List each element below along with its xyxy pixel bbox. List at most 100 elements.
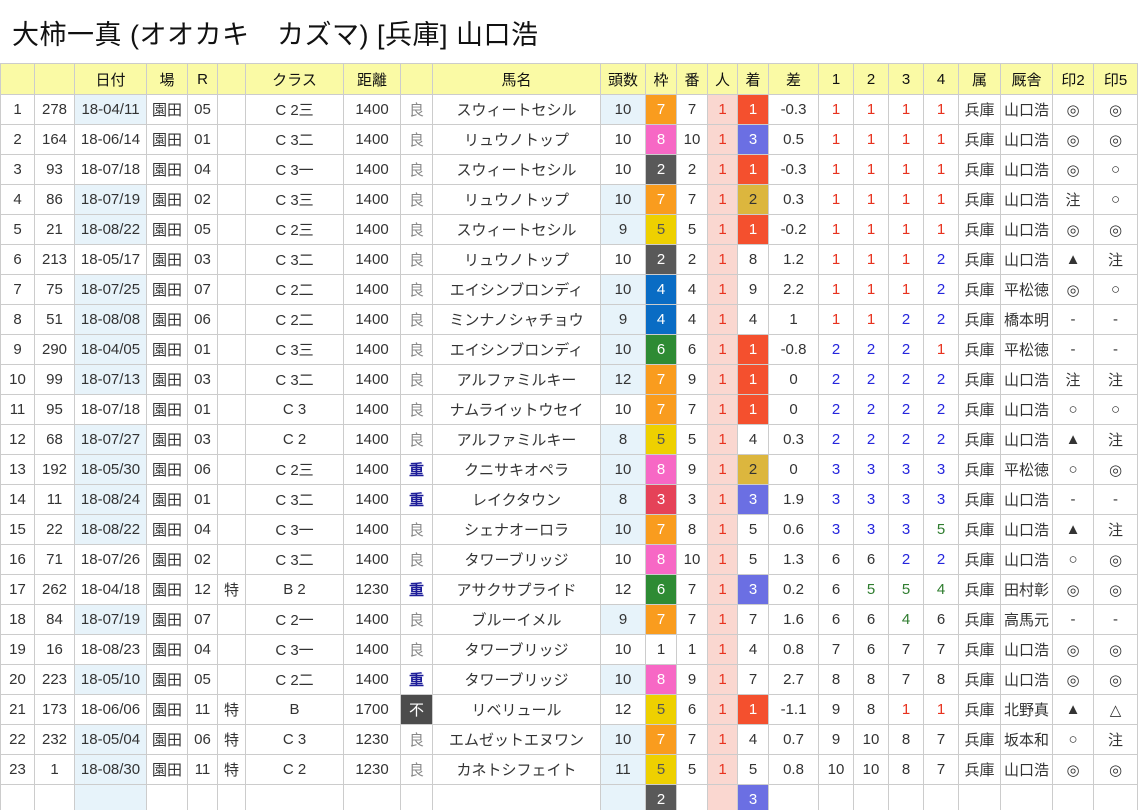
cell-finish-position: 2	[737, 454, 769, 485]
cell-class: C 2三	[245, 454, 344, 485]
cell-race-number: 02	[187, 184, 218, 215]
cell-mark5	[1093, 784, 1138, 810]
cell-entry-number: 223	[34, 664, 75, 695]
cell-special-flag	[217, 514, 246, 545]
cell-special-flag	[217, 124, 246, 155]
cell-corner-2: 1	[853, 214, 889, 245]
cell-corner-3: 4	[888, 604, 924, 635]
cell-distance: 1400	[343, 454, 401, 485]
cell-venue: 園田	[146, 514, 188, 545]
cell-margin: 2.7	[768, 664, 819, 695]
cell-entry-number: 71	[34, 544, 75, 575]
cell-finish-position: 4	[737, 634, 769, 665]
cell-class: C 3一	[245, 634, 344, 665]
column-header: 厩舎	[1000, 63, 1053, 95]
cell-venue: 園田	[146, 334, 188, 365]
cell-venue: 園田	[146, 364, 188, 395]
cell-entry-number: 11	[34, 484, 75, 515]
cell-distance: 1400	[343, 184, 401, 215]
cell-date: 18-07/19	[74, 604, 147, 635]
cell-horse-name: カネトシフェイト	[432, 754, 601, 785]
cell-entry-number: 278	[34, 94, 75, 125]
cell-affiliation: 兵庫	[958, 484, 1001, 515]
cell-horse-number: 7	[676, 184, 708, 215]
cell-class: C 3三	[245, 184, 344, 215]
cell-date: 18-08/22	[74, 214, 147, 245]
cell-corner-2: 2	[853, 334, 889, 365]
cell-affiliation: 兵庫	[958, 694, 1001, 725]
cell-track-condition: 良	[400, 604, 433, 635]
cell-horse-number: 4	[676, 304, 708, 335]
cell-race-number: 05	[187, 664, 218, 695]
cell-corner-4: 7	[923, 634, 959, 665]
cell-mark5: ◎	[1093, 124, 1138, 155]
cell-corner-3: 1	[888, 154, 924, 185]
table-row: 2 164 18-06/14 園田 01 C 3二 1400 良リュウノトップ 10 8 10 1 3 0…	[0, 124, 1138, 155]
cell-corner-2: 6	[853, 634, 889, 665]
cell-venue: 園田	[146, 754, 188, 785]
cell-mark5: ◎	[1093, 574, 1138, 605]
cell-field-size: 10	[600, 124, 646, 155]
cell-bracket-number: 5	[645, 214, 677, 245]
cell-race-number: 04	[187, 154, 218, 185]
cell-row-number: 14	[0, 484, 35, 515]
cell-corner-2	[853, 784, 889, 810]
cell-distance: 1700	[343, 694, 401, 725]
cell-horse-number: 10	[676, 544, 708, 575]
cell-margin: 0.8	[768, 754, 819, 785]
cell-corner-3: 5	[888, 574, 924, 605]
cell-corner-1: 1	[818, 304, 854, 335]
cell-corner-1: 8	[818, 664, 854, 695]
cell-finish-position: 4	[737, 424, 769, 455]
cell-bracket-number: 8	[645, 664, 677, 695]
cell-entry-number: 192	[34, 454, 75, 485]
cell-race-number: 11	[187, 694, 218, 725]
cell-entry-number: 290	[34, 334, 75, 365]
cell-popularity: 1	[707, 214, 738, 245]
column-header: 着	[737, 63, 769, 95]
cell-class: C 3二	[245, 544, 344, 575]
cell-horse-number: 5	[676, 214, 708, 245]
cell-finish-position: 1	[737, 364, 769, 395]
cell-popularity: 1	[707, 274, 738, 305]
cell-corner-3: 1	[888, 214, 924, 245]
cell-mark2: -	[1052, 334, 1094, 365]
cell-popularity: 1	[707, 154, 738, 185]
cell-corner-3: 2	[888, 544, 924, 575]
cell-class: C 3三	[245, 334, 344, 365]
cell-horse-number: 2	[676, 244, 708, 275]
cell-margin: 0.7	[768, 724, 819, 755]
cell-margin: 0	[768, 454, 819, 485]
cell-bracket-number: 2	[645, 784, 677, 810]
cell-distance: 1400	[343, 94, 401, 125]
cell-popularity: 1	[707, 754, 738, 785]
cell-finish-position: 1	[737, 694, 769, 725]
cell-horse-number: 7	[676, 574, 708, 605]
cell-date: 18-05/30	[74, 454, 147, 485]
cell-corner-1: 1	[818, 154, 854, 185]
cell-corner-2: 3	[853, 454, 889, 485]
cell-mark2	[1052, 784, 1094, 810]
cell-finish-position: 1	[737, 394, 769, 425]
cell-corner-2: 3	[853, 514, 889, 545]
cell-race-number: 04	[187, 634, 218, 665]
cell-entry-number: 51	[34, 304, 75, 335]
cell-race-number: 01	[187, 484, 218, 515]
cell-date: 18-05/10	[74, 664, 147, 695]
cell-mark2: ◎	[1052, 154, 1094, 185]
cell-affiliation: 兵庫	[958, 454, 1001, 485]
cell-popularity: 1	[707, 334, 738, 365]
cell-field-size: 9	[600, 304, 646, 335]
cell-mark5: -	[1093, 334, 1138, 365]
cell-corner-1: 2	[818, 394, 854, 425]
cell-special-flag: 特	[217, 724, 246, 755]
column-header: 番	[676, 63, 708, 95]
cell-entry-number: 21	[34, 214, 75, 245]
cell-affiliation: 兵庫	[958, 514, 1001, 545]
cell-race-number: 06	[187, 454, 218, 485]
cell-corner-1: 1	[818, 244, 854, 275]
cell-corner-1: 1	[818, 184, 854, 215]
cell-class: C 2	[245, 424, 344, 455]
cell-corner-2: 6	[853, 544, 889, 575]
